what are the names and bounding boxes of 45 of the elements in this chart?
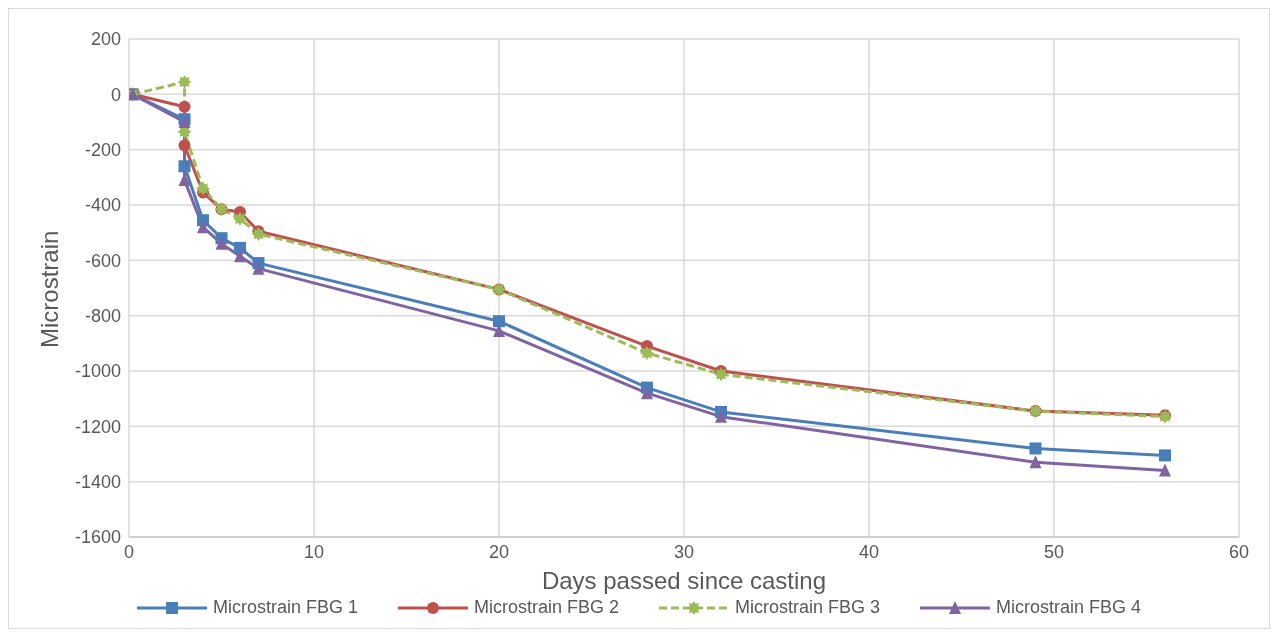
point: [177, 74, 192, 89]
point: [640, 346, 654, 361]
point: [1029, 442, 1042, 455]
y-tick-label: 200: [90, 29, 121, 50]
y-tick-label: -800: [84, 306, 121, 327]
point: [252, 261, 265, 275]
x-tick-label: 40: [858, 541, 880, 562]
y-tick-label: -1600: [74, 527, 121, 548]
y-tick-label: -600: [84, 250, 121, 271]
point: [251, 227, 266, 242]
point: [215, 236, 228, 250]
point: [233, 211, 247, 226]
y-tick-label: -1000: [74, 361, 121, 382]
point: [715, 409, 727, 423]
point: [178, 160, 191, 173]
x-tick-label: 20: [488, 541, 510, 562]
y-tick-label: -400: [84, 195, 121, 216]
point: [1159, 449, 1171, 462]
y-axis-title: Microstrain: [35, 230, 63, 348]
point: [493, 323, 505, 337]
x-tick-label: 30: [673, 541, 695, 562]
point: [178, 100, 191, 113]
x-tick-label: 50: [1043, 541, 1065, 562]
point: [234, 249, 246, 263]
y-tick-label: 0: [110, 84, 121, 105]
y-tick-label: -1400: [74, 472, 121, 493]
point: [196, 181, 210, 196]
point: [493, 315, 505, 328]
point: [641, 386, 653, 400]
legend-label: Microstrain FBG 3: [734, 597, 881, 618]
legend-label: Microstrain FBG 2: [472, 597, 619, 618]
point: [197, 220, 209, 234]
y-tick-label: -1200: [74, 416, 121, 437]
point: [178, 139, 191, 152]
y-tick-label: -200: [84, 140, 121, 161]
x-tick-label: 0: [123, 541, 135, 562]
x-tick-label: 10: [303, 541, 325, 562]
point: [1029, 455, 1042, 469]
point: [1159, 463, 1171, 477]
point: [714, 367, 728, 382]
x-axis-title: Days passed since casting: [541, 567, 827, 594]
x-tick-label: 60: [1228, 541, 1250, 562]
legend-label: Microstrain FBG 1: [211, 597, 358, 618]
point: [234, 241, 246, 254]
legend-label: Microstrain FBG 4: [995, 597, 1142, 618]
